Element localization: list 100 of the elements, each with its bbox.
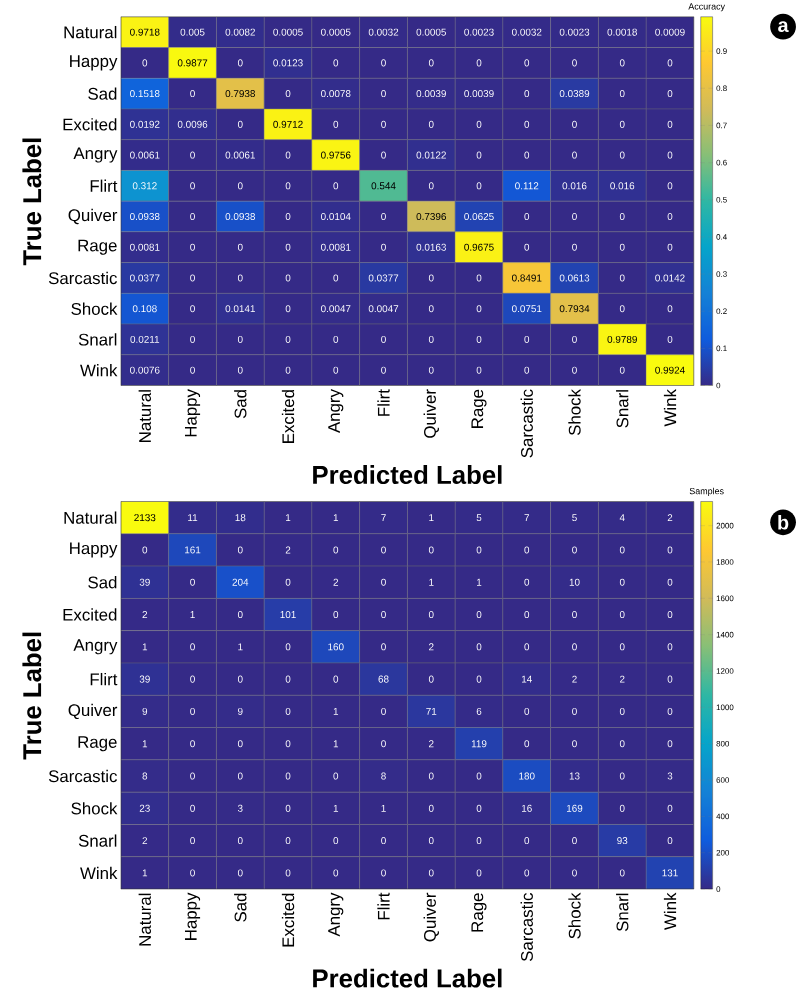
data-label: 11 bbox=[188, 514, 198, 522]
data-label: 0 bbox=[619, 740, 625, 748]
data-label: 0 bbox=[572, 837, 577, 845]
data-label: 0 bbox=[572, 546, 577, 554]
data-label: 0 bbox=[428, 120, 434, 128]
data-label: 0 bbox=[333, 120, 339, 128]
data-label: 23 bbox=[139, 804, 150, 812]
data-label: 0 bbox=[333, 837, 339, 845]
data-label: 0 bbox=[428, 182, 434, 190]
data-label: 0 bbox=[476, 335, 482, 343]
y-tick-label: Rage bbox=[78, 239, 117, 255]
data-label: 0 bbox=[428, 837, 434, 845]
data-label: 0 bbox=[333, 772, 339, 780]
y-tick-label: Sad bbox=[88, 87, 117, 100]
y-tick-label: Rage bbox=[78, 736, 117, 752]
data-label: 0 bbox=[476, 151, 482, 159]
data-label: 0.0005 bbox=[321, 28, 351, 36]
data-label: 0.005 bbox=[180, 28, 205, 36]
data-label: 2 bbox=[429, 740, 434, 748]
data-label: 1 bbox=[381, 804, 386, 812]
data-label: 0 bbox=[667, 740, 673, 748]
data-label: 0 bbox=[619, 611, 625, 619]
data-label: 0 bbox=[619, 546, 625, 554]
data-label: 0.9877 bbox=[177, 59, 208, 67]
data-label: 0 bbox=[190, 772, 195, 780]
data-label: 0 bbox=[667, 305, 673, 313]
data-label: 0 bbox=[285, 305, 291, 313]
data-label: 0 bbox=[190, 90, 195, 98]
data-label: 0 bbox=[190, 578, 195, 586]
data-label: 0 bbox=[333, 59, 339, 67]
y-tick-label: Happy bbox=[70, 55, 118, 71]
data-label: 0 bbox=[476, 869, 482, 877]
data-label: 0 bbox=[333, 611, 339, 619]
data-label: 0.0938 bbox=[130, 213, 160, 221]
data-label: 0 bbox=[381, 707, 386, 715]
data-label: 0 bbox=[285, 578, 291, 586]
data-label: 0 bbox=[524, 643, 530, 651]
data-label: 39 bbox=[139, 675, 150, 683]
data-label: 0.0039 bbox=[464, 90, 494, 98]
data-label: 0 bbox=[285, 366, 291, 374]
data-label: 0 bbox=[619, 707, 625, 715]
data-label: 1 bbox=[429, 578, 434, 586]
data-label: 0 bbox=[190, 707, 195, 715]
y-axis-title: True Label bbox=[22, 632, 42, 760]
data-label: 0 bbox=[572, 740, 577, 748]
data-label: 3 bbox=[237, 804, 243, 812]
data-label: 0 bbox=[285, 707, 291, 715]
data-label: 0 bbox=[524, 90, 530, 98]
y-tick-label: Quiver bbox=[68, 703, 118, 720]
data-label: 0.0005 bbox=[416, 28, 447, 36]
data-label: 1 bbox=[190, 611, 195, 618]
data-label: 0 bbox=[428, 335, 434, 343]
x-tick-label: Natural bbox=[138, 390, 152, 442]
data-label: 1 bbox=[477, 578, 482, 586]
y-tick-label: Flirt bbox=[90, 672, 118, 686]
data-label: 2 bbox=[333, 578, 339, 586]
data-label: 0 bbox=[667, 243, 673, 251]
x-tick-label: Sad bbox=[234, 893, 247, 922]
data-label: 0 bbox=[476, 643, 482, 651]
data-label: 0 bbox=[381, 243, 386, 251]
data-label: 0 bbox=[381, 643, 386, 651]
data-label: 0 bbox=[428, 675, 434, 683]
data-label: 0 bbox=[476, 120, 482, 128]
data-label: 0.1518 bbox=[130, 90, 160, 98]
data-label: 0 bbox=[524, 837, 530, 845]
data-label: 0 bbox=[381, 213, 386, 221]
y-tick-label: Snarl bbox=[78, 333, 117, 346]
data-label: 0 bbox=[142, 59, 148, 67]
x-tick-label: Flirt bbox=[377, 892, 390, 920]
data-label: 0 bbox=[667, 213, 673, 221]
data-label: 0 bbox=[476, 59, 482, 67]
y-tick-label: Sarcastic bbox=[48, 271, 118, 285]
x-tick-label: Shock bbox=[568, 388, 581, 436]
x-tick-label: Sad bbox=[234, 390, 247, 419]
data-label: 0 bbox=[428, 59, 434, 67]
data-label: 0 bbox=[237, 675, 243, 683]
data-label: 0 bbox=[333, 335, 339, 343]
data-label: 0 bbox=[237, 546, 243, 554]
x-tick-label: Shock bbox=[568, 892, 581, 939]
data-label: 71 bbox=[426, 708, 437, 715]
y-tick-label: Excited bbox=[63, 118, 117, 131]
data-label: 0.0938 bbox=[225, 213, 256, 221]
data-label: 0 bbox=[572, 59, 577, 67]
data-label: 0 bbox=[381, 120, 386, 128]
data-label: 0 bbox=[285, 335, 291, 343]
data-label: 0 bbox=[572, 643, 577, 651]
data-label: 0 bbox=[619, 213, 625, 221]
data-label: 14 bbox=[522, 675, 533, 683]
data-label: 0 bbox=[381, 59, 386, 67]
data-label: 0 bbox=[142, 546, 148, 554]
data-label: 0 bbox=[572, 243, 577, 251]
x-tick-label: Rage bbox=[471, 893, 487, 932]
y-tick-label: Angry bbox=[73, 147, 118, 163]
data-label: 0 bbox=[619, 59, 625, 67]
data-label: 0 bbox=[428, 804, 434, 812]
y-axis-title: True Label bbox=[22, 138, 42, 266]
data-label: 0 bbox=[667, 578, 673, 586]
data-label: 9 bbox=[238, 707, 243, 715]
data-label: 18 bbox=[235, 514, 246, 522]
data-label: 0 bbox=[619, 90, 625, 98]
